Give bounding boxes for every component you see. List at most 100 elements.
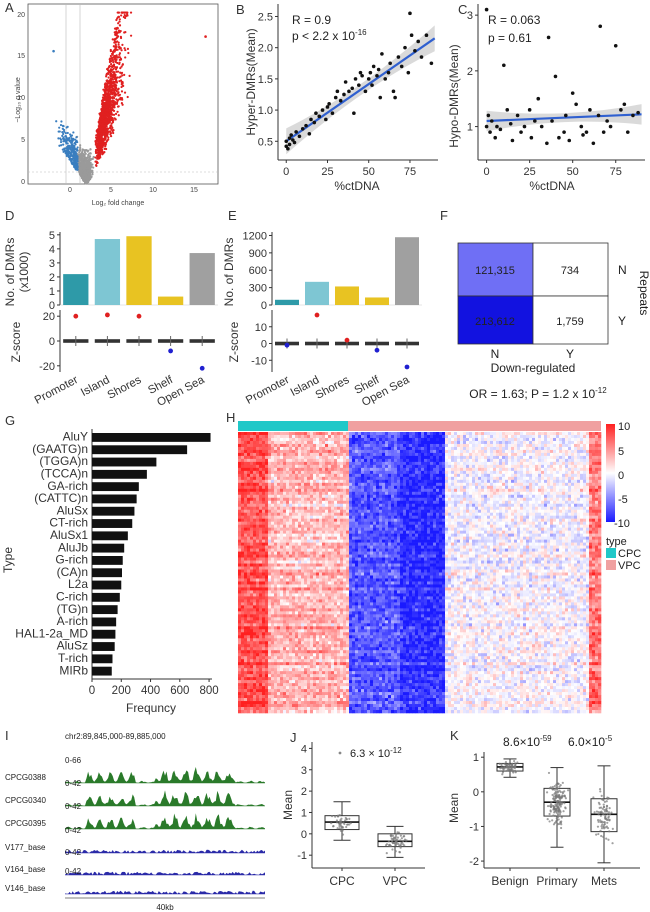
heatmap-cell bbox=[544, 434, 548, 439]
heatmap-cell bbox=[493, 434, 497, 439]
heatmap-cell bbox=[469, 467, 473, 472]
heatmap-cell bbox=[367, 437, 371, 442]
heatmap-cell bbox=[403, 461, 407, 466]
heatmap-cell bbox=[325, 476, 329, 481]
heatmap-cell bbox=[370, 458, 374, 463]
panel-c-point bbox=[581, 133, 585, 137]
heatmap-cell bbox=[331, 467, 335, 472]
volcano-point-up bbox=[121, 43, 124, 46]
heatmap-cell bbox=[448, 443, 452, 448]
heatmap-cell bbox=[379, 449, 383, 454]
panel-b-point bbox=[287, 142, 292, 147]
heatmap-cell bbox=[412, 449, 416, 454]
heatmap-cell bbox=[373, 452, 377, 457]
heatmap-cell bbox=[367, 479, 371, 484]
heatmap-cell bbox=[556, 449, 560, 454]
heatmap-cell bbox=[499, 473, 503, 478]
heatmap-cell bbox=[457, 437, 461, 442]
heatmap-cell bbox=[460, 434, 464, 439]
heatmap-cell bbox=[496, 461, 500, 466]
heatmap-cell bbox=[295, 458, 299, 463]
volcano-point-up bbox=[124, 16, 127, 20]
heatmap-cell bbox=[253, 485, 257, 490]
heatmap-cell bbox=[325, 434, 329, 439]
volcano-point-up bbox=[120, 11, 123, 14]
heatmap-cell bbox=[319, 467, 323, 472]
heatmap-cell bbox=[508, 437, 512, 442]
heatmap-cell bbox=[466, 432, 470, 436]
heatmap-cell bbox=[289, 485, 293, 490]
heatmap-cell bbox=[259, 446, 263, 451]
heatmap-cell bbox=[373, 434, 377, 439]
heatmap-cell bbox=[499, 440, 503, 445]
heatmap-cell bbox=[334, 452, 338, 457]
volcano-point-ns bbox=[78, 154, 81, 158]
panel-a-frame bbox=[27, 3, 219, 185]
heatmap-cell bbox=[466, 473, 470, 478]
heatmap-cell bbox=[580, 467, 584, 472]
heatmap-cell bbox=[322, 443, 326, 448]
heatmap-cell bbox=[334, 470, 338, 475]
panel-c-point bbox=[508, 121, 513, 126]
heatmap-cell bbox=[322, 446, 326, 451]
heatmap-cell bbox=[442, 437, 446, 442]
heatmap-cell bbox=[598, 455, 602, 460]
heatmap-cell bbox=[379, 467, 383, 472]
heatmap-cell bbox=[535, 434, 539, 439]
heatmap-cell bbox=[331, 476, 335, 481]
heatmap-cell bbox=[364, 470, 368, 475]
heatmap-cell bbox=[430, 449, 434, 454]
heatmap-cell bbox=[559, 467, 563, 472]
heatmap-cell bbox=[256, 434, 260, 439]
heatmap-cell bbox=[532, 488, 536, 493]
volcano-point-ns bbox=[89, 173, 92, 177]
heatmap-cell bbox=[487, 446, 491, 451]
heatmap-cell bbox=[328, 464, 332, 469]
heatmap-cell bbox=[268, 458, 272, 463]
heatmap-cell bbox=[397, 476, 401, 481]
heatmap-cell bbox=[358, 467, 362, 472]
heatmap-cell bbox=[430, 473, 434, 478]
heatmap-cell bbox=[574, 449, 578, 454]
heatmap-cell bbox=[361, 461, 365, 466]
heatmap-cell bbox=[397, 464, 401, 469]
heatmap-cell bbox=[595, 461, 599, 466]
heatmap-cell bbox=[259, 467, 263, 472]
heatmap-cell bbox=[598, 440, 602, 445]
heatmap-cell bbox=[493, 464, 497, 469]
volcano-point-up bbox=[106, 68, 109, 71]
heatmap-cell bbox=[292, 461, 296, 466]
heatmap-cell bbox=[457, 446, 461, 451]
heatmap-cell bbox=[430, 482, 434, 487]
heatmap-cell bbox=[427, 458, 431, 463]
heatmap-cell bbox=[259, 473, 263, 478]
heatmap-cell bbox=[424, 473, 428, 478]
heatmap-cell bbox=[418, 470, 422, 475]
heatmap-cell bbox=[469, 446, 473, 451]
heatmap-cell bbox=[343, 449, 347, 454]
panel-a-ytick-4: 20 bbox=[17, 12, 25, 19]
heatmap-cell bbox=[262, 476, 266, 481]
heatmap-cell bbox=[313, 437, 317, 442]
heatmap-cell bbox=[478, 452, 482, 457]
heatmap-cell bbox=[553, 479, 557, 484]
heatmap-cell bbox=[274, 437, 278, 442]
panel-d-zscore-point-1 bbox=[105, 312, 110, 318]
heatmap-cell bbox=[559, 461, 563, 466]
heatmap-cell bbox=[394, 476, 398, 481]
heatmap-cell bbox=[505, 482, 509, 487]
volcano-point-up bbox=[116, 70, 120, 73]
heatmap-cell bbox=[352, 485, 356, 490]
contingency-row-title: Repeats bbox=[637, 271, 650, 316]
heatmap-cell bbox=[304, 464, 308, 469]
heatmap-cell bbox=[238, 464, 242, 469]
volcano-point-ns bbox=[79, 147, 82, 151]
heatmap-cell bbox=[286, 467, 290, 472]
heatmap-cell bbox=[370, 476, 374, 481]
heatmap-cell bbox=[265, 464, 269, 469]
heatmap-cell bbox=[568, 446, 572, 451]
volcano-point-up bbox=[116, 32, 119, 35]
heatmap-cell bbox=[526, 479, 530, 484]
heatmap-cell bbox=[508, 432, 512, 436]
heatmap-cell bbox=[406, 443, 410, 448]
